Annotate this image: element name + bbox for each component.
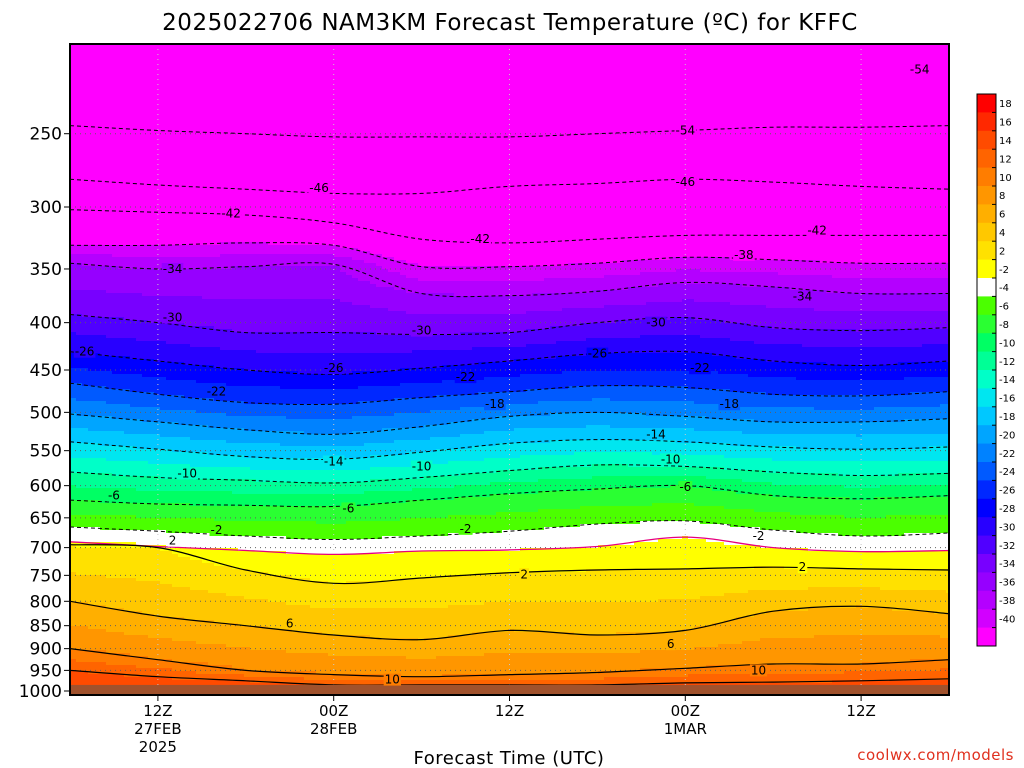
plot-area: -54-54-46 -46-42-42-42-38-34-34-30-30-30-…: [70, 44, 953, 696]
chart-title: 2025022706 NAM3KM Forecast Temperature (…: [162, 10, 858, 36]
